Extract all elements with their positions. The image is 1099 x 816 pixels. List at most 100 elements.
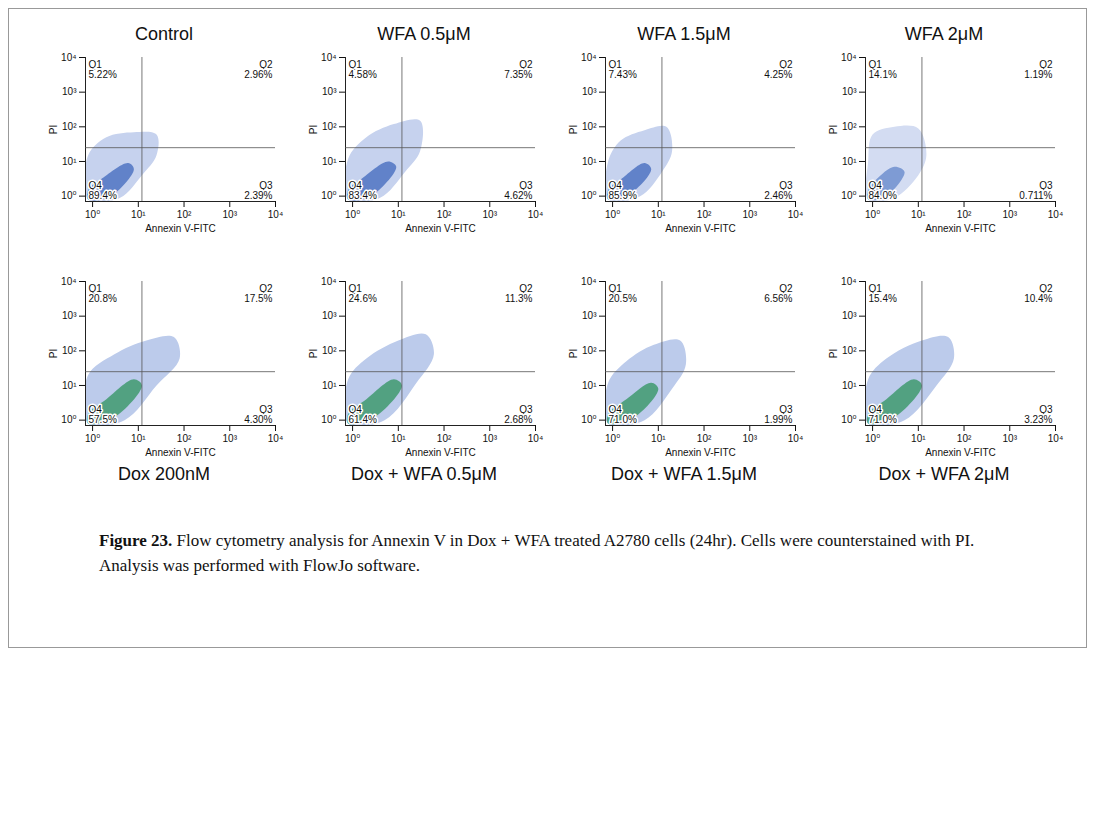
svg-text:Annexin V-FITC: Annexin V-FITC [665, 223, 736, 234]
svg-text:10⁰: 10⁰ [865, 433, 880, 444]
svg-text:Q15.22%: Q15.22% [89, 59, 117, 80]
svg-text:10²: 10² [322, 345, 337, 356]
svg-text:Annexin V-FITC: Annexin V-FITC [145, 447, 216, 458]
svg-text:PI: PI [308, 349, 319, 358]
svg-text:10⁰: 10⁰ [61, 190, 76, 201]
svg-text:Q27.35%: Q27.35% [504, 59, 533, 80]
svg-text:10¹: 10¹ [582, 156, 597, 167]
svg-text:10³: 10³ [223, 209, 238, 220]
svg-text:10⁴: 10⁴ [61, 52, 76, 63]
svg-text:PI: PI [48, 125, 59, 134]
svg-text:10⁴: 10⁴ [788, 433, 803, 444]
svg-text:10¹: 10¹ [391, 209, 406, 220]
svg-text:Q115.4%: Q115.4% [869, 283, 897, 304]
svg-text:Q217.5%: Q217.5% [244, 283, 273, 304]
svg-text:10¹: 10¹ [322, 380, 337, 391]
svg-text:10¹: 10¹ [62, 156, 77, 167]
svg-text:10²: 10² [582, 121, 597, 132]
svg-text:10⁴: 10⁴ [268, 433, 283, 444]
svg-text:10³: 10³ [483, 433, 498, 444]
svg-text:10⁴: 10⁴ [581, 276, 596, 287]
svg-text:10¹: 10¹ [322, 156, 337, 167]
svg-text:10⁴: 10⁴ [61, 276, 76, 287]
svg-text:10⁰: 10⁰ [85, 433, 100, 444]
svg-text:10⁰: 10⁰ [321, 414, 336, 425]
svg-text:Q114.1%: Q114.1% [869, 59, 897, 80]
svg-text:10³: 10³ [743, 209, 758, 220]
svg-text:10²: 10² [842, 121, 857, 132]
svg-text:Q31.99%: Q31.99% [764, 404, 793, 425]
svg-text:10⁰: 10⁰ [605, 433, 620, 444]
svg-text:Q471.0%: Q471.0% [869, 404, 897, 425]
svg-text:10¹: 10¹ [842, 380, 857, 391]
svg-text:10²: 10² [582, 345, 597, 356]
svg-text:10⁴: 10⁴ [841, 276, 856, 287]
svg-text:10⁴: 10⁴ [528, 433, 543, 444]
svg-text:10³: 10³ [223, 433, 238, 444]
svg-text:Q24.25%: Q24.25% [764, 59, 793, 80]
svg-text:Q485.9%: Q485.9% [609, 180, 637, 201]
svg-text:Q210.4%: Q210.4% [1024, 283, 1053, 304]
svg-text:Q17.43%: Q17.43% [609, 59, 637, 80]
svg-text:10¹: 10¹ [391, 433, 406, 444]
svg-text:10³: 10³ [1003, 209, 1018, 220]
svg-text:10⁴: 10⁴ [1048, 209, 1063, 220]
svg-text:10⁰: 10⁰ [345, 433, 360, 444]
svg-text:10³: 10³ [1003, 433, 1018, 444]
svg-text:Annexin V-FITC: Annexin V-FITC [405, 447, 476, 458]
svg-text:10²: 10² [177, 209, 192, 220]
svg-text:10⁰: 10⁰ [85, 209, 100, 220]
svg-text:Annexin V-FITC: Annexin V-FITC [925, 447, 996, 458]
svg-text:PI: PI [828, 125, 839, 134]
svg-text:10²: 10² [957, 209, 972, 220]
svg-text:10²: 10² [957, 433, 972, 444]
svg-text:10²: 10² [437, 209, 452, 220]
svg-text:Q211.3%: Q211.3% [505, 283, 533, 304]
svg-text:Annexin V-FITC: Annexin V-FITC [145, 223, 216, 234]
svg-text:Q34.30%: Q34.30% [244, 404, 273, 425]
svg-text:10⁰: 10⁰ [581, 190, 596, 201]
svg-text:Q120.8%: Q120.8% [89, 283, 117, 304]
svg-text:10⁰: 10⁰ [345, 209, 360, 220]
svg-text:Q483.4%: Q483.4% [349, 180, 377, 201]
svg-text:10³: 10³ [62, 310, 77, 321]
svg-text:Q30.711%: Q30.711% [1019, 180, 1053, 201]
svg-text:PI: PI [48, 349, 59, 358]
svg-text:10²: 10² [697, 209, 712, 220]
svg-text:10³: 10³ [483, 209, 498, 220]
svg-text:10⁴: 10⁴ [1048, 433, 1063, 444]
svg-text:Q32.46%: Q32.46% [764, 180, 793, 201]
svg-text:10⁰: 10⁰ [605, 209, 620, 220]
svg-text:10¹: 10¹ [911, 209, 926, 220]
svg-text:10¹: 10¹ [131, 433, 146, 444]
svg-text:PI: PI [308, 125, 319, 134]
svg-text:Annexin V-FITC: Annexin V-FITC [665, 447, 736, 458]
svg-text:Q34.62%: Q34.62% [504, 180, 533, 201]
svg-text:Q489.4%: Q489.4% [89, 180, 117, 201]
svg-text:10²: 10² [697, 433, 712, 444]
svg-text:10³: 10³ [322, 310, 337, 321]
svg-text:10⁴: 10⁴ [581, 52, 596, 63]
svg-text:PI: PI [568, 125, 579, 134]
svg-text:10⁰: 10⁰ [841, 414, 856, 425]
svg-text:Q26.56%: Q26.56% [764, 283, 793, 304]
svg-text:10²: 10² [62, 121, 77, 132]
svg-text:10¹: 10¹ [582, 380, 597, 391]
svg-text:10³: 10³ [582, 86, 597, 97]
svg-text:Q457.5%: Q457.5% [89, 404, 117, 425]
svg-text:Q14.58%: Q14.58% [349, 59, 377, 80]
svg-text:Q484.0%: Q484.0% [869, 180, 897, 201]
svg-text:10⁴: 10⁴ [528, 209, 543, 220]
svg-text:Q461.4%: Q461.4% [349, 404, 377, 425]
svg-text:10¹: 10¹ [651, 433, 666, 444]
svg-text:Q22.96%: Q22.96% [244, 59, 273, 80]
svg-text:Q120.5%: Q120.5% [609, 283, 637, 304]
svg-text:10¹: 10¹ [842, 156, 857, 167]
svg-text:10¹: 10¹ [911, 433, 926, 444]
svg-text:10⁰: 10⁰ [841, 190, 856, 201]
svg-text:10²: 10² [62, 345, 77, 356]
svg-text:10²: 10² [177, 433, 192, 444]
svg-text:10⁰: 10⁰ [61, 414, 76, 425]
svg-text:10⁴: 10⁴ [841, 52, 856, 63]
svg-text:Q21.19%: Q21.19% [1024, 59, 1053, 80]
